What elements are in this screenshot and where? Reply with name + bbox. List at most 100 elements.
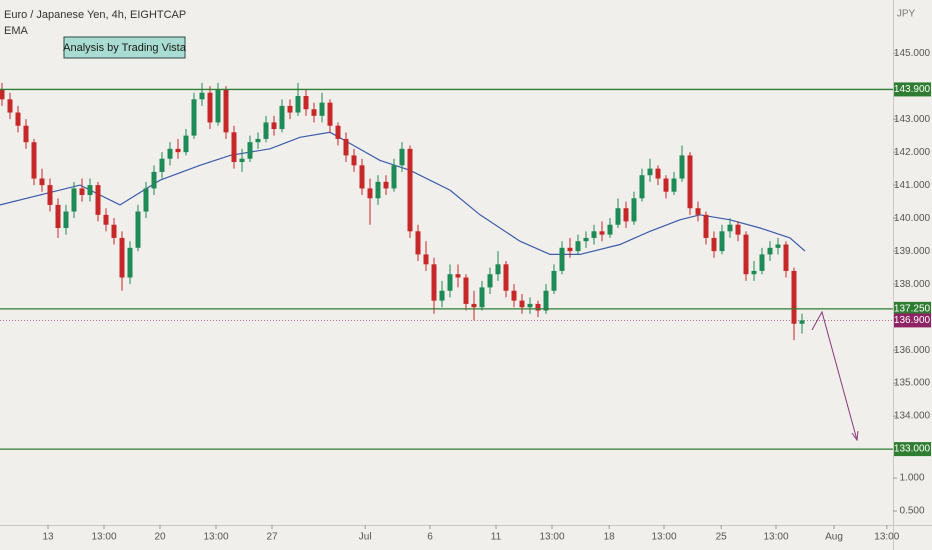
candle-body bbox=[743, 234, 749, 275]
y-tick-label: 142.000 bbox=[894, 147, 931, 158]
candle-body bbox=[407, 148, 413, 232]
candle-body bbox=[151, 171, 157, 189]
candle-body bbox=[143, 188, 149, 212]
candle-body bbox=[567, 247, 573, 252]
candle-body bbox=[47, 185, 53, 205]
plot-area bbox=[0, 82, 893, 450]
current-price-label: 136.900 bbox=[894, 315, 931, 326]
candle-body bbox=[479, 287, 485, 308]
arrow-head bbox=[851, 430, 859, 442]
candle-body bbox=[711, 237, 717, 252]
x-tick-label: 27 bbox=[266, 532, 278, 543]
level-tag bbox=[894, 442, 931, 457]
candle-body bbox=[511, 290, 517, 301]
x-tick-label: 13 bbox=[42, 532, 54, 543]
candle-body bbox=[351, 155, 357, 166]
candle-body bbox=[343, 138, 349, 156]
candle-body bbox=[439, 290, 445, 301]
y-tick-label: 136.000 bbox=[894, 345, 931, 356]
candle-body bbox=[247, 142, 253, 159]
candle-body bbox=[655, 168, 661, 179]
candle-body bbox=[527, 303, 533, 308]
level-label: 137.250 bbox=[894, 304, 931, 315]
candle-body bbox=[623, 208, 629, 222]
candle-body bbox=[679, 155, 685, 179]
candle-body bbox=[135, 211, 141, 248]
candle-body bbox=[111, 224, 117, 238]
candle-body bbox=[183, 135, 189, 153]
indicator-label: EMA bbox=[4, 25, 29, 37]
candle-body bbox=[239, 158, 245, 163]
level-tag bbox=[894, 301, 931, 316]
candle-body bbox=[295, 96, 301, 113]
candle-body bbox=[23, 125, 29, 143]
candle-body bbox=[575, 241, 581, 252]
candle-body bbox=[375, 181, 381, 199]
y2-tick-label: 1.000 bbox=[899, 473, 924, 484]
y-tick-label: 139.000 bbox=[894, 246, 931, 257]
candle-body bbox=[719, 231, 725, 252]
candle-body bbox=[207, 92, 213, 123]
candle-body bbox=[495, 264, 501, 275]
candle-body bbox=[759, 254, 765, 271]
candle-body bbox=[63, 211, 69, 229]
candle-body bbox=[799, 320, 805, 324]
y-tick-label: 134.000 bbox=[894, 411, 931, 422]
candle-body bbox=[159, 158, 165, 172]
y2-tick-label: 0.500 bbox=[899, 506, 924, 517]
candle-body bbox=[311, 109, 317, 116]
x-tick-label: 25 bbox=[716, 532, 728, 543]
candle-body bbox=[783, 244, 789, 271]
candle-body bbox=[551, 270, 557, 291]
candle-body bbox=[383, 181, 389, 189]
candle-body bbox=[255, 138, 261, 143]
candle-body bbox=[287, 105, 293, 113]
x-tick-label: 13:00 bbox=[539, 532, 564, 543]
candle-body bbox=[199, 92, 205, 100]
y-tick-label: 140.000 bbox=[894, 213, 931, 224]
candle-body bbox=[543, 290, 549, 311]
candle-body bbox=[399, 148, 405, 166]
y-tick-label: 135.000 bbox=[894, 378, 931, 389]
candle-body bbox=[503, 264, 509, 291]
candle-body bbox=[607, 224, 613, 235]
chart-title: Euro / Japanese Yen, 4h, EIGHTCAP bbox=[4, 9, 186, 21]
candle-body bbox=[335, 125, 341, 139]
candle-body bbox=[391, 165, 397, 189]
candle-body bbox=[167, 148, 173, 159]
candle-body bbox=[519, 300, 525, 308]
candle-body bbox=[471, 303, 477, 308]
annotation-box bbox=[63, 36, 186, 59]
x-tick-label: 13:00 bbox=[91, 532, 116, 543]
candle-body bbox=[687, 155, 693, 209]
x-tick-label: 13:00 bbox=[874, 532, 899, 543]
candle-body bbox=[31, 142, 37, 179]
candle-body bbox=[15, 112, 21, 126]
candle-body bbox=[559, 247, 565, 271]
candle-body bbox=[791, 270, 797, 324]
level-label: 143.900 bbox=[894, 84, 931, 95]
candle-body bbox=[0, 89, 5, 100]
candle-body bbox=[7, 99, 13, 113]
candle-body bbox=[119, 237, 125, 278]
candle-body bbox=[359, 165, 365, 189]
candle-body bbox=[279, 105, 285, 130]
candle-body bbox=[327, 102, 333, 126]
candle-body bbox=[735, 224, 741, 235]
candle-body bbox=[431, 264, 437, 301]
candle-body bbox=[695, 208, 701, 215]
candle-body bbox=[599, 231, 605, 235]
candle-body bbox=[303, 96, 309, 110]
y-tick-label: 145.000 bbox=[894, 48, 931, 59]
candle-body bbox=[103, 214, 109, 225]
x-tick-label: Jul bbox=[359, 532, 372, 543]
x-tick-label: 18 bbox=[604, 532, 616, 543]
candle-body bbox=[671, 178, 677, 192]
candle-body bbox=[367, 188, 373, 199]
y-tick-label: 141.000 bbox=[894, 180, 931, 191]
candle-body bbox=[39, 178, 45, 186]
candle-body bbox=[775, 244, 781, 248]
candle-body bbox=[447, 274, 453, 291]
